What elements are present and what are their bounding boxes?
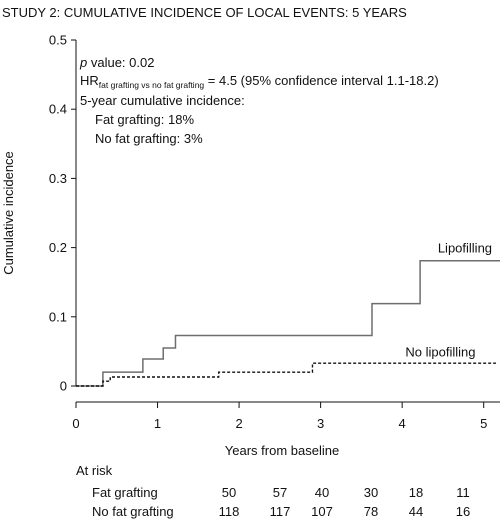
p-value-text: p value: 0.02 <box>79 55 154 70</box>
annotation-block: p value: 0.02 HRfat grafting vs no fat g… <box>79 55 439 146</box>
x-tick-label: 1 <box>154 416 161 431</box>
series-labels: Lipofilling No lipofilling <box>405 241 492 360</box>
risk-value: 16 <box>456 504 470 519</box>
y-tick-label: 0.1 <box>49 309 67 324</box>
risk-value: 44 <box>409 504 423 519</box>
risk-value: 40 <box>315 485 329 500</box>
series-line-no-lipofilling <box>76 362 496 387</box>
y-ticks: 0 0.1 0.2 0.3 0.4 0.5 <box>49 33 76 394</box>
risk-value: 107 <box>311 504 333 519</box>
x-tick-label: 4 <box>399 416 406 431</box>
x-tick-label: 5 <box>480 416 487 431</box>
risk-value: 50 <box>222 485 236 500</box>
series-group <box>76 259 500 387</box>
x-axis: Years from baseline <box>76 401 500 458</box>
y-axis: Cumulative incidence <box>1 40 77 386</box>
risk-row-label: Fat grafting <box>92 485 158 500</box>
y-tick-label: 0.4 <box>49 102 67 117</box>
risk-value: 78 <box>364 504 378 519</box>
x-axis-label: Years from baseline <box>225 443 339 458</box>
series-label-no-lipofilling: No lipofilling <box>405 344 475 359</box>
y-tick-label: 0.5 <box>49 33 67 48</box>
x-tick-label: 3 <box>317 416 324 431</box>
y-tick-label: 0.2 <box>49 240 67 255</box>
hazard-ratio-text: HRfat grafting vs no fat grafting = 4.5 … <box>80 73 439 90</box>
x-tick-label: 2 <box>235 416 242 431</box>
risk-value: 11 <box>456 485 470 500</box>
cumulative-incidence-fat: Fat grafting: 18% <box>95 112 194 127</box>
risk-value: 57 <box>273 485 287 500</box>
cumulative-incidence-nofat: No fat grafting: 3% <box>95 131 203 146</box>
risk-table-rows: Fat grafting 50 57 40 30 18 11 No fat grafting 1… <box>92 485 470 519</box>
cumulative-incidence-header: 5-year cumulative incidence: <box>80 93 245 108</box>
risk-value: 117 <box>270 504 291 519</box>
y-tick-label: 0.3 <box>49 171 67 186</box>
risk-row-label: No fat grafting <box>92 504 174 519</box>
series-line-lipofilling <box>76 259 500 387</box>
risk-table-header: At risk <box>76 463 113 478</box>
x-tick-label: 0 <box>72 416 79 431</box>
risk-value: 18 <box>409 485 423 500</box>
risk-value: 118 <box>219 504 240 519</box>
chart-title: STUDY 2: CUMULATIVE INCIDENCE OF LOCAL E… <box>2 5 407 20</box>
series-label-lipofilling: Lipofilling <box>438 241 492 256</box>
y-tick-label: 0 <box>60 379 67 394</box>
y-axis-label: Cumulative incidence <box>1 151 16 275</box>
risk-value: 30 <box>364 485 378 500</box>
x-ticks: 0 1 2 3 4 5 <box>72 402 487 431</box>
risk-table: At risk Fat grafting 50 57 40 30 18 11 No fat g… <box>76 463 470 519</box>
